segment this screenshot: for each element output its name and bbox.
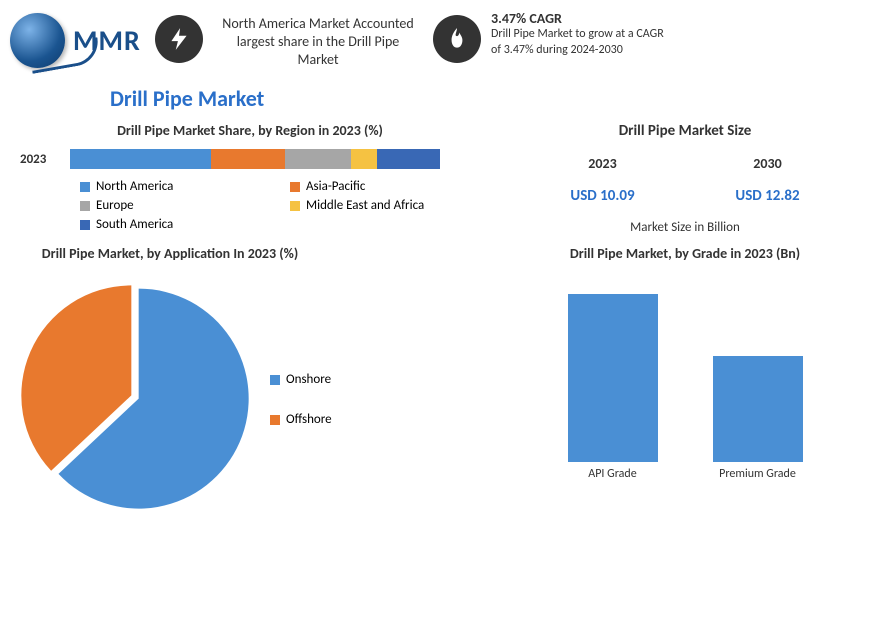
legend-label: Offshore bbox=[286, 412, 332, 427]
legend-label: Asia-Pacific bbox=[306, 179, 365, 194]
legend-item: Offshore bbox=[270, 412, 332, 427]
header: MMR North America Market Accounted large… bbox=[0, 0, 870, 70]
highlight-text-1: North America Market Accounted largest s… bbox=[218, 15, 418, 70]
legend-label: Onshore bbox=[286, 372, 331, 387]
legend-item: South America bbox=[80, 217, 270, 232]
market-size-title: Drill Pipe Market Size bbox=[520, 122, 850, 140]
region-year-label: 2023 bbox=[20, 152, 60, 167]
legend-swatch-icon bbox=[270, 375, 280, 385]
legend-swatch-icon bbox=[290, 182, 300, 192]
grade-chart: Drill Pipe Market, by Grade in 2023 (Bn)… bbox=[500, 245, 870, 517]
legend-label: Europe bbox=[96, 198, 134, 213]
grade-bar bbox=[568, 294, 658, 462]
region-bar-container bbox=[70, 149, 440, 169]
market-size-unit: Market Size in Billion bbox=[520, 220, 850, 235]
flame-icon bbox=[433, 15, 481, 63]
market-size-year2: 2030 bbox=[753, 155, 781, 172]
legend-item: Onshore bbox=[270, 372, 332, 387]
grade-bar-label: API Grade bbox=[553, 467, 673, 481]
cagr-text: Drill Pipe Market to grow at a CAGR of 3… bbox=[491, 27, 671, 58]
pie-chart-section: Drill Pipe Market, by Application In 202… bbox=[10, 245, 490, 517]
pie-svg bbox=[20, 282, 250, 512]
legend-swatch-icon bbox=[80, 220, 90, 230]
region-segment bbox=[211, 149, 285, 169]
region-bar-row: 2023 bbox=[20, 149, 480, 169]
grade-bar-group bbox=[698, 356, 818, 462]
grade-chart-title: Drill Pipe Market, by Grade in 2023 (Bn) bbox=[510, 245, 860, 262]
legend-swatch-icon bbox=[290, 201, 300, 211]
grade-bars-area bbox=[510, 272, 860, 462]
legend-item: Middle East and Africa bbox=[290, 198, 480, 213]
region-segment bbox=[377, 149, 440, 169]
legend-item: Asia-Pacific bbox=[290, 179, 480, 194]
legend-swatch-icon bbox=[270, 415, 280, 425]
grade-labels: API Grade Premium Grade bbox=[510, 462, 860, 481]
legend-label: South America bbox=[96, 217, 173, 232]
main-title: Drill Pipe Market bbox=[110, 85, 870, 112]
region-chart: Drill Pipe Market Share, by Region in 20… bbox=[10, 122, 490, 235]
pie-chart-title: Drill Pipe Market, by Application In 202… bbox=[10, 245, 330, 262]
market-size-years: 2023 2030 bbox=[520, 155, 850, 172]
market-size-year1: 2023 bbox=[588, 155, 616, 172]
market-size-panel: Drill Pipe Market Size 2023 2030 USD 10.… bbox=[500, 122, 870, 235]
pie-wrapper bbox=[20, 282, 250, 517]
grade-bar-group bbox=[553, 294, 673, 462]
legend-item: North America bbox=[80, 179, 270, 194]
region-segment bbox=[70, 149, 211, 169]
content-grid: Drill Pipe Market Share, by Region in 20… bbox=[0, 122, 870, 517]
cagr-title: 3.47% CAGR bbox=[491, 10, 671, 27]
market-size-values: USD 10.09 USD 12.82 bbox=[520, 187, 850, 205]
grade-bar-label: Premium Grade bbox=[698, 467, 818, 481]
region-segment bbox=[285, 149, 352, 169]
pie-legend: Onshore Offshore bbox=[270, 372, 332, 427]
legend-swatch-icon bbox=[80, 201, 90, 211]
cagr-block: 3.47% CAGR Drill Pipe Market to grow at … bbox=[433, 10, 671, 63]
market-size-value2: USD 12.82 bbox=[735, 187, 799, 205]
legend-label: Middle East and Africa bbox=[306, 198, 424, 213]
region-legend: North America Asia-Pacific Europe Middle Ea… bbox=[80, 179, 480, 232]
grade-bar bbox=[713, 356, 803, 462]
region-chart-title: Drill Pipe Market Share, by Region in 20… bbox=[20, 122, 480, 139]
market-size-value1: USD 10.09 bbox=[570, 187, 634, 205]
legend-swatch-icon bbox=[80, 182, 90, 192]
region-segment bbox=[351, 149, 377, 169]
legend-label: North America bbox=[96, 179, 173, 194]
logo: MMR bbox=[10, 10, 140, 70]
bolt-icon bbox=[155, 15, 203, 63]
legend-item: Europe bbox=[80, 198, 270, 213]
